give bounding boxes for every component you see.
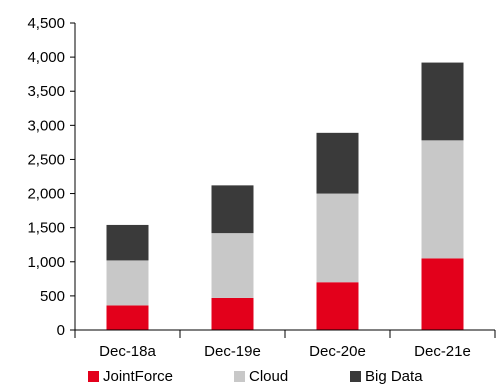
x-tick-label: Dec-20e: [309, 343, 366, 360]
y-tick-label: 3,500: [27, 83, 65, 100]
x-axis: Dec-18a Dec-19e Dec-20e Dec-21e: [74, 329, 496, 360]
y-tick-label: 4,000: [27, 49, 65, 66]
legend-label-cloud: Cloud: [249, 368, 289, 385]
bar-cloud-dec-19e: [211, 233, 254, 298]
bar-jointforce-dec-21e: [421, 258, 464, 330]
bar-big-data-dec-20e: [316, 132, 359, 194]
legend: JointForce Cloud Big Data: [0, 368, 502, 392]
bar-big-data-dec-19e: [211, 185, 254, 234]
y-tick-label: 500: [40, 288, 65, 305]
legend-item-jointforce: JointForce: [88, 368, 173, 385]
legend-swatch-big-data: [350, 371, 361, 382]
stacked-bar-chart: 0 500 1,000 1,500 2,000 2,500 3,000 3,500 4,000 4…: [27, 15, 496, 360]
legend-label-jointforce: JointForce: [103, 368, 174, 385]
y-tick-label: 1,000: [27, 254, 65, 271]
bar-cloud-dec-21e: [421, 140, 464, 259]
legend-item-cloud: Cloud: [234, 368, 288, 385]
bar-big-data-dec-21e: [421, 62, 464, 141]
y-axis: 0 500 1,000 1,500 2,000 2,500 3,000 3,500 4,000 4…: [27, 15, 76, 339]
legend-swatch-jointforce: [88, 371, 99, 382]
y-tick-label: 2,000: [27, 186, 65, 203]
bar-cloud-dec-20e: [316, 193, 359, 283]
y-tick-label: 2,500: [27, 151, 65, 168]
y-tick-label: 4,500: [27, 15, 65, 32]
legend-item-big-data: Big Data: [350, 368, 423, 385]
bars: [106, 62, 464, 330]
bar-jointforce-dec-20e: [316, 282, 359, 330]
bar-jointforce-dec-19e: [211, 297, 254, 330]
y-tick-label: 3,000: [27, 117, 65, 134]
x-tick-label: Dec-19e: [204, 343, 261, 360]
bar-cloud-dec-18a: [106, 260, 149, 306]
y-tick-label: 1,500: [27, 220, 65, 237]
x-tick-label: Dec-18a: [99, 343, 156, 360]
bar-jointforce-dec-18a: [106, 305, 149, 330]
x-tick-label: Dec-21e: [414, 343, 471, 360]
bar-big-data-dec-18a: [106, 224, 149, 261]
legend-swatch-cloud: [234, 371, 245, 382]
legend-label-big-data: Big Data: [365, 368, 423, 385]
y-tick-label: 0: [57, 322, 65, 339]
